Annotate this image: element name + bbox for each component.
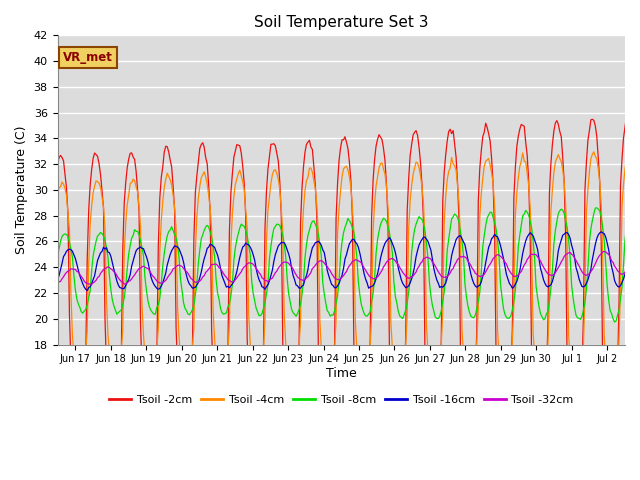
Tsoil -4cm [371,201,378,206]
Tsoil -2cm [36,402,44,408]
Line: Tsoil -2cm: Tsoil -2cm [40,114,640,439]
Tsoil -32cm [218,268,226,274]
Tsoil -2cm [639,425,640,431]
Tsoil -16cm [218,273,226,278]
Tsoil -2cm [217,418,225,424]
Line: Tsoil -4cm: Tsoil -4cm [40,150,640,395]
Tsoil -2cm [578,370,586,376]
Tsoil -4cm [625,147,633,153]
Tsoil -32cm [461,254,469,260]
Tsoil -4cm [237,173,245,179]
Tsoil -16cm [639,240,640,245]
Tsoil -16cm [372,276,380,282]
Line: Tsoil -8cm: Tsoil -8cm [40,205,640,322]
Tsoil -2cm [477,148,485,154]
Tsoil -16cm [580,284,588,290]
Tsoil -16cm [633,227,640,232]
Line: Tsoil -32cm: Tsoil -32cm [40,250,640,285]
Tsoil -2cm [624,111,632,117]
X-axis label: Time: Time [326,367,356,380]
Tsoil -8cm [460,252,467,258]
Tsoil -8cm [628,202,636,208]
Text: VR_met: VR_met [63,51,113,64]
Tsoil -8cm [639,285,640,290]
Tsoil -32cm [51,282,58,288]
Tsoil -16cm [479,273,486,279]
Tsoil -8cm [611,319,618,325]
Tsoil -2cm [371,156,378,162]
Tsoil -16cm [83,288,91,294]
Tsoil -16cm [36,256,44,262]
Tsoil -4cm [460,351,467,357]
Tsoil -4cm [639,372,640,377]
Tsoil -8cm [578,313,586,319]
Tsoil -8cm [237,221,245,227]
Tsoil -8cm [36,287,44,293]
Tsoil -32cm [636,247,640,253]
Tsoil -4cm [217,382,225,388]
Y-axis label: Soil Temperature (C): Soil Temperature (C) [15,126,28,254]
Tsoil -4cm [477,191,485,196]
Tsoil -16cm [239,244,246,250]
Tsoil -32cm [239,265,246,271]
Tsoil -2cm [460,406,467,412]
Tsoil -8cm [217,306,225,312]
Tsoil -2cm [606,436,614,442]
Tsoil -32cm [479,273,486,279]
Tsoil -2cm [237,150,245,156]
Title: Soil Temperature Set 3: Soil Temperature Set 3 [254,15,429,30]
Tsoil -8cm [371,276,378,282]
Tsoil -8cm [477,270,485,276]
Tsoil -16cm [461,242,469,248]
Tsoil -32cm [639,249,640,254]
Tsoil -4cm [36,360,44,366]
Line: Tsoil -16cm: Tsoil -16cm [40,229,640,291]
Tsoil -4cm [578,360,586,366]
Tsoil -32cm [372,275,380,281]
Legend: Tsoil -2cm, Tsoil -4cm, Tsoil -8cm, Tsoil -16cm, Tsoil -32cm: Tsoil -2cm, Tsoil -4cm, Tsoil -8cm, Tsoi… [104,390,578,409]
Tsoil -32cm [36,268,44,274]
Tsoil -4cm [608,392,616,398]
Tsoil -32cm [580,271,588,276]
